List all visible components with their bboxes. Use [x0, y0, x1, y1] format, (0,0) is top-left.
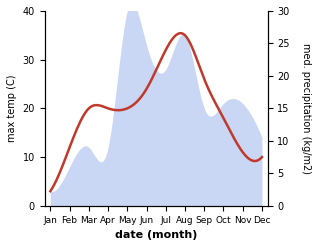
- Y-axis label: med. precipitation (kg/m2): med. precipitation (kg/m2): [301, 43, 311, 174]
- Y-axis label: max temp (C): max temp (C): [7, 75, 17, 142]
- X-axis label: date (month): date (month): [115, 230, 197, 240]
